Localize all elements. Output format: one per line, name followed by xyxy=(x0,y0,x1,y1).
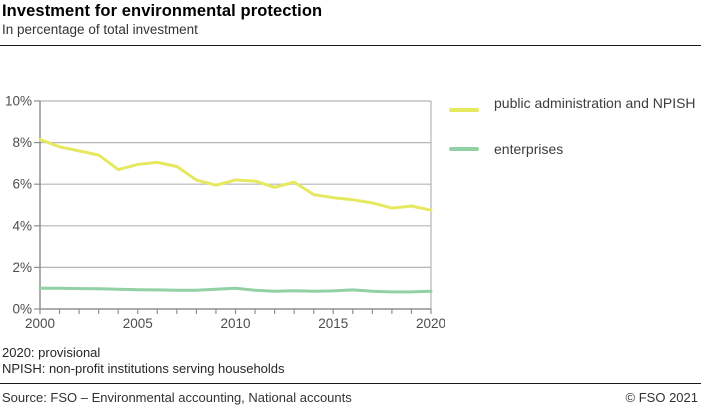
page-title: Investment for environmental protection xyxy=(2,2,323,20)
note-npish-definition: NPISH: non-profit institutions serving h… xyxy=(2,360,285,376)
x-tick-label: 2010 xyxy=(220,316,250,331)
legend-label-public-administration: public administration and NPISH xyxy=(494,95,696,111)
y-tick-label: 10% xyxy=(5,94,32,109)
x-tick-label: 2020 xyxy=(416,316,445,331)
y-tick-label: 6% xyxy=(12,177,32,192)
x-tick-label: 2005 xyxy=(123,316,153,331)
legend-label-enterprises: enterprises xyxy=(494,141,564,157)
legend-swatch-enterprises xyxy=(449,147,479,151)
y-tick-label: 4% xyxy=(12,218,32,233)
page-subtitle: In percentage of total investment xyxy=(2,22,198,37)
y-tick-label: 8% xyxy=(12,135,32,150)
header-divider xyxy=(0,45,701,46)
source-text: Source: FSO – Environmental accounting, … xyxy=(2,390,352,405)
x-tick-label: 2015 xyxy=(318,316,348,331)
copyright-text: © FSO 2021 xyxy=(625,390,698,405)
y-tick-label: 0% xyxy=(12,302,32,317)
y-tick-label: 2% xyxy=(12,260,32,275)
legend-swatch-public-administration xyxy=(449,108,479,112)
x-tick-label: 2000 xyxy=(25,316,55,331)
note-provisional: 2020: provisional xyxy=(2,345,101,360)
footer-divider xyxy=(0,383,701,384)
line-chart: 0% 2% 4% 6% 8% 10% 2000 2005 2010 2015 2020 xyxy=(5,94,445,332)
series-line-enterprises xyxy=(38,286,433,294)
series-line-public-administration-and-npish xyxy=(38,138,433,212)
chart-notes: 2020: provisional NPISH: non-profit inst… xyxy=(2,345,285,376)
